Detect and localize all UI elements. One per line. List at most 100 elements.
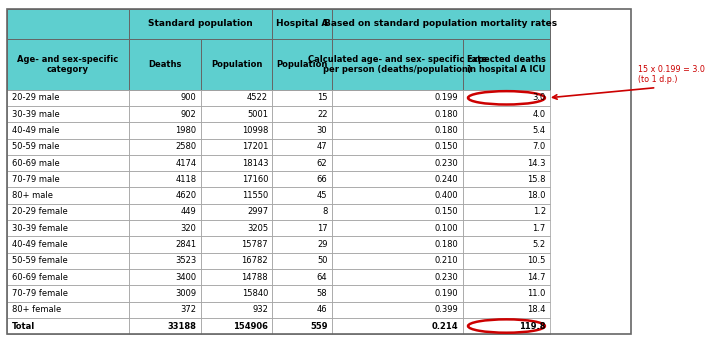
Text: 15.8: 15.8 [527, 175, 546, 184]
Bar [201, 236, 273, 253]
Text: 4.0: 4.0 [533, 110, 546, 119]
Text: Age- and sex-specific
category: Age- and sex-specific category [17, 55, 119, 74]
Bar [273, 318, 331, 334]
Text: 30: 30 [317, 126, 327, 135]
Bar [129, 138, 201, 155]
Bar [331, 39, 463, 90]
Text: Total: Total [12, 322, 35, 330]
Bar [201, 155, 273, 171]
Text: 22: 22 [317, 110, 327, 119]
Text: 0.180: 0.180 [435, 126, 459, 135]
Bar [331, 106, 463, 122]
Text: 3523: 3523 [175, 256, 196, 265]
Bar [7, 285, 129, 301]
Text: 62: 62 [317, 159, 327, 167]
Text: 14.7: 14.7 [527, 273, 546, 282]
Bar [463, 138, 550, 155]
Text: 0.180: 0.180 [435, 110, 459, 119]
Bar [201, 188, 273, 204]
Bar [201, 39, 273, 90]
Bar [331, 269, 463, 285]
Bar [463, 188, 550, 204]
Bar [129, 220, 201, 236]
Text: 5001: 5001 [247, 110, 268, 119]
Bar [273, 204, 331, 220]
Bar [129, 9, 273, 39]
Bar [463, 171, 550, 188]
Text: Deaths: Deaths [148, 60, 181, 69]
Text: 0.210: 0.210 [435, 256, 459, 265]
Text: Calculated age- and sex- specific rate
per person (deaths/population): Calculated age- and sex- specific rate p… [308, 55, 487, 74]
Text: 18.0: 18.0 [527, 191, 546, 200]
Text: 33188: 33188 [168, 322, 196, 330]
Bar [273, 285, 331, 301]
Bar [331, 188, 463, 204]
Text: 0.399: 0.399 [435, 305, 459, 314]
Text: 45: 45 [317, 191, 327, 200]
Text: 17201: 17201 [242, 142, 268, 151]
Text: 0.150: 0.150 [435, 142, 459, 151]
Bar [331, 122, 463, 138]
Text: 2841: 2841 [175, 240, 196, 249]
Text: 46: 46 [317, 305, 327, 314]
Bar [273, 188, 331, 204]
Text: 14788: 14788 [242, 273, 268, 282]
Bar [273, 106, 331, 122]
Text: 15: 15 [317, 93, 327, 102]
Bar [7, 204, 129, 220]
Text: 17160: 17160 [242, 175, 268, 184]
Text: 11.0: 11.0 [528, 289, 546, 298]
Text: 15840: 15840 [242, 289, 268, 298]
Text: Expected deaths
in hospital A ICU: Expected deaths in hospital A ICU [467, 55, 546, 74]
Text: 60-69 female: 60-69 female [12, 273, 68, 282]
Bar [273, 122, 331, 138]
Bar [331, 236, 463, 253]
Bar [463, 253, 550, 269]
Bar [7, 106, 129, 122]
Text: Standard population: Standard population [148, 19, 253, 28]
Text: 2997: 2997 [247, 207, 268, 217]
Text: 80+ male: 80+ male [12, 191, 52, 200]
Text: 7.0: 7.0 [533, 142, 546, 151]
Bar [129, 155, 201, 171]
Bar [201, 122, 273, 138]
Text: 20-29 male: 20-29 male [12, 93, 59, 102]
Bar [331, 138, 463, 155]
Text: 18.4: 18.4 [527, 305, 546, 314]
Bar [463, 90, 550, 106]
Text: 5.4: 5.4 [533, 126, 546, 135]
Bar [7, 155, 129, 171]
Text: 50-59 female: 50-59 female [12, 256, 68, 265]
Bar [201, 220, 273, 236]
Bar [463, 269, 550, 285]
Text: 3205: 3205 [247, 224, 268, 233]
Bar [463, 155, 550, 171]
Text: 3.0: 3.0 [533, 93, 546, 102]
Text: 0.180: 0.180 [435, 240, 459, 249]
Bar [129, 106, 201, 122]
Text: 4118: 4118 [175, 175, 196, 184]
Bar [201, 318, 273, 334]
Text: Population: Population [276, 60, 328, 69]
Bar [7, 171, 129, 188]
Bar [7, 188, 129, 204]
Bar [7, 253, 129, 269]
Bar [331, 318, 463, 334]
Text: 11550: 11550 [242, 191, 268, 200]
Bar [273, 90, 331, 106]
Bar [7, 138, 129, 155]
Text: 4174: 4174 [175, 159, 196, 167]
Text: 30-39 male: 30-39 male [12, 110, 59, 119]
Bar [129, 188, 201, 204]
Bar [463, 39, 550, 90]
Text: 0.230: 0.230 [435, 159, 459, 167]
Text: 1980: 1980 [175, 126, 196, 135]
Text: 18143: 18143 [242, 159, 268, 167]
Bar [331, 204, 463, 220]
Bar [129, 122, 201, 138]
Text: 70-79 male: 70-79 male [12, 175, 59, 184]
Text: 47: 47 [317, 142, 327, 151]
Bar [273, 236, 331, 253]
Bar [463, 318, 550, 334]
Bar [7, 90, 129, 106]
